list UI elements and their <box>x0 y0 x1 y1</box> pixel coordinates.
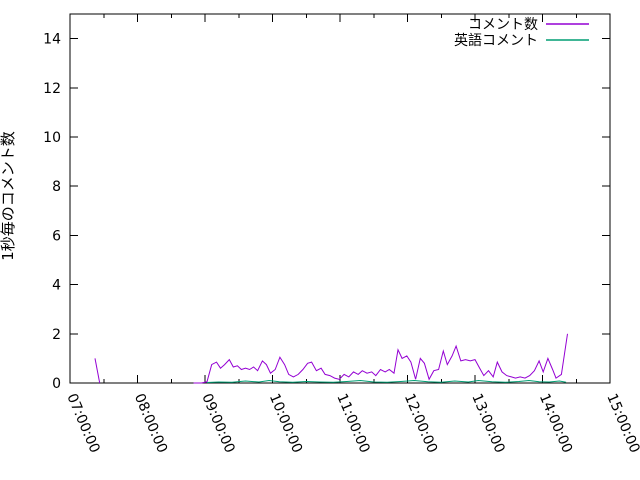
y-tick-label: 8 <box>52 179 61 195</box>
x-tick-label: 15:00:00 <box>603 391 640 455</box>
plot-border <box>69 13 611 384</box>
y-tick-label: 10 <box>43 130 61 146</box>
x-tick-label: 14:00:00 <box>536 391 575 455</box>
y-tick-label: 6 <box>52 228 61 244</box>
x-tick-label: 12:00:00 <box>401 391 440 455</box>
legend-label-english-comments: 英語コメント <box>454 32 538 49</box>
x-tick-label: 09:00:00 <box>198 391 237 455</box>
axes-layer: 0 2 4 6 8 10 12 14 07:00:00 08:00:00 09:00:00 10:00… <box>43 13 640 455</box>
legend: コメント数 英語コメント <box>454 17 589 49</box>
x-tick-label: 11:00:00 <box>333 391 372 455</box>
x-tick-label: 07:00:00 <box>63 391 102 455</box>
series-layer <box>94 333 568 384</box>
y-axis-title: 1秒毎のコメント数 <box>0 131 17 261</box>
x-tick-label: 10:00:00 <box>266 391 305 455</box>
y-tick-label: 12 <box>43 81 61 97</box>
series-line-english-comments <box>206 379 567 383</box>
y-tick-label: 0 <box>52 376 61 392</box>
series-line-comment-count <box>193 333 568 384</box>
y-tick-label: 2 <box>52 327 61 343</box>
y-tick-label: 14 <box>43 32 61 48</box>
series-line-comment-count <box>94 358 101 384</box>
y-tick-label: 4 <box>52 278 61 294</box>
legend-label-comment-count: コメント数 <box>468 17 538 33</box>
x-tick-label: 08:00:00 <box>131 391 170 455</box>
x-tick-label: 13:00:00 <box>468 391 507 455</box>
